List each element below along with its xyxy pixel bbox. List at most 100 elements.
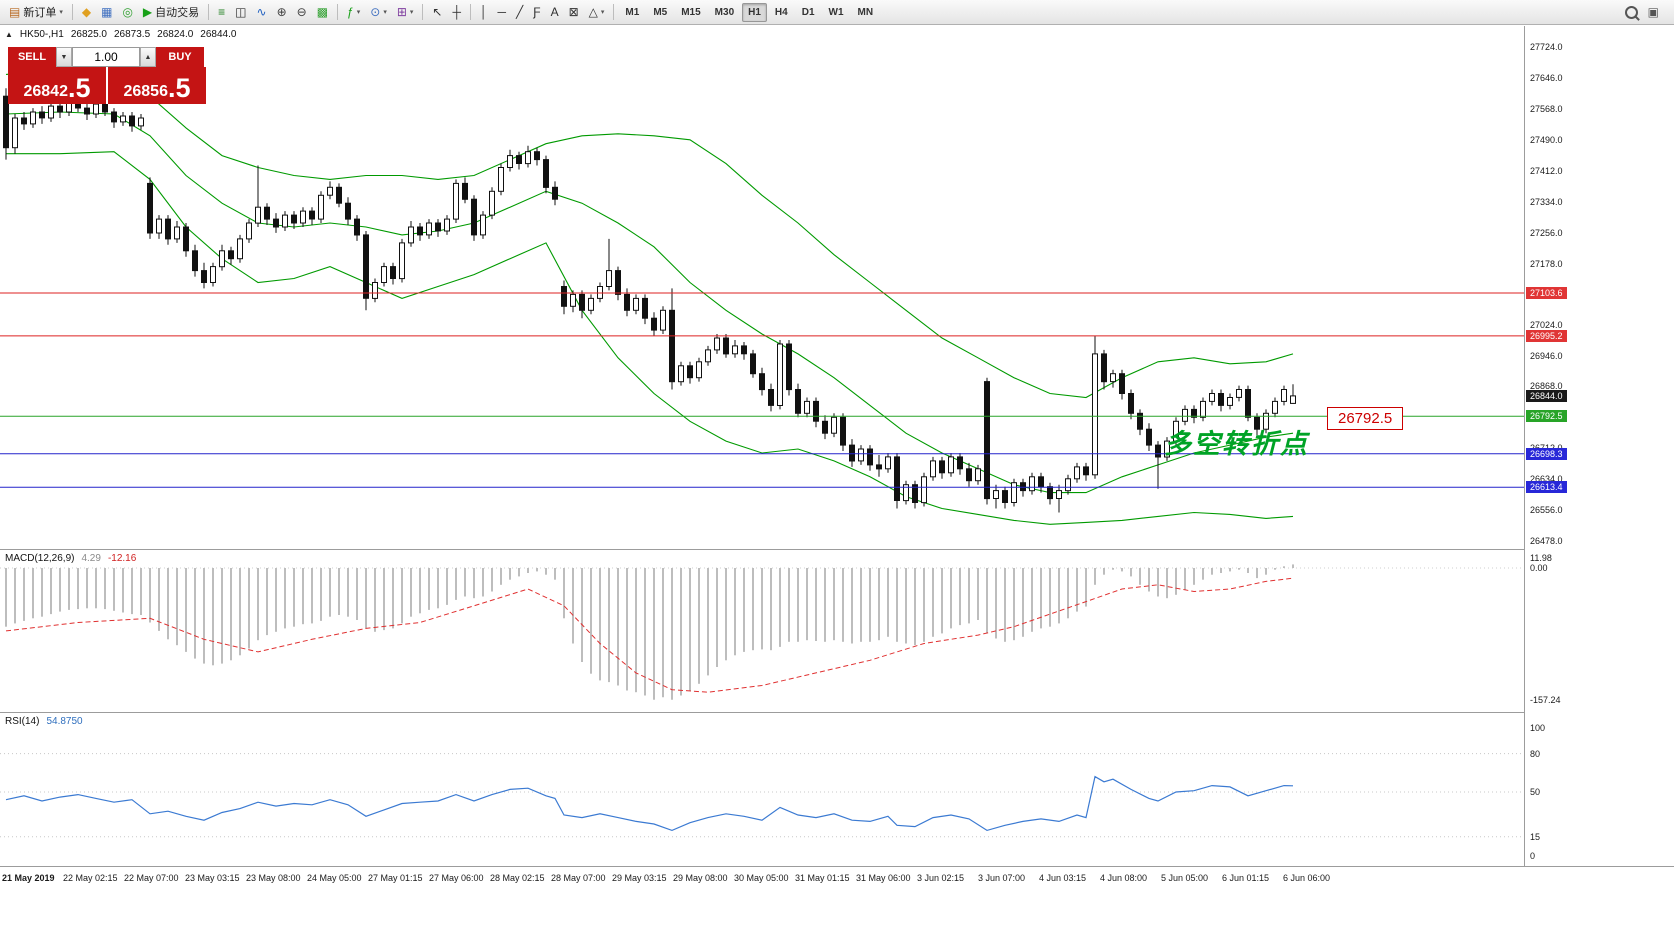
buy-button[interactable]: BUY (156, 47, 204, 67)
indicators-caret-icon[interactable]: ▾ (356, 9, 361, 16)
draw-shapes-button[interactable]: △ ▾ (584, 1, 610, 23)
buy-price-display[interactable]: 26856.5 (108, 67, 206, 104)
time-scale[interactable]: 21 May 2019 22 May 02:15 22 May 07:00 23 Ma… (0, 867, 1674, 890)
tile-windows-icon: ▩ (316, 5, 329, 19)
time-label: 28 May 07:00 (551, 873, 606, 883)
crosshair-button[interactable]: ┼ (447, 1, 466, 23)
cursor-icon: ↖ (432, 5, 443, 19)
time-label: 29 May 03:15 (612, 873, 667, 883)
price-tick: 26478.0 (1530, 536, 1563, 546)
bollinger-lower-line[interactable] (6, 151, 1294, 525)
macd-label: MACD(12,26,9) 4.29 -12.16 (5, 553, 136, 564)
one-click-trading-widget[interactable]: SELL ▼ ▲ BUY 26842.5 26856.5 (8, 47, 206, 104)
macd-canvas[interactable] (0, 550, 1524, 712)
panel-separator[interactable] (0, 549, 1674, 550)
indicators-button[interactable]: ƒ ▾ (342, 1, 365, 23)
timeframe-m30-button[interactable]: M30 (714, 6, 735, 18)
periods-button[interactable]: ⊙ ▾ (365, 1, 392, 23)
price-tag-26792.5: 26792.5 (1526, 410, 1567, 423)
rsi-panel[interactable]: RSI(14) 54.8750 (0, 713, 1524, 866)
time-label: 23 May 03:15 (185, 873, 240, 883)
sell-button[interactable]: SELL (8, 47, 56, 67)
timeframe-w1-button[interactable]: W1 (828, 6, 844, 18)
templates-caret-icon[interactable]: ▾ (409, 9, 414, 16)
zoom-out-button[interactable]: ⊖ (292, 1, 312, 23)
price-scale[interactable]: 27724.0 27646.0 27568.0 27490.0 27412.0 27334… (1525, 26, 1674, 866)
zoom-in-icon: ⊕ (276, 5, 287, 19)
timeframe-d1-button[interactable]: D1 (801, 6, 815, 18)
bollinger-middle-line[interactable] (5, 111, 1294, 494)
sell-price-display[interactable]: 26842.5 (8, 67, 106, 104)
periods-caret-icon[interactable]: ▾ (383, 9, 387, 16)
new-order-caret-icon[interactable]: ▾ (59, 9, 63, 16)
draw-label-icon: ⊠ (568, 5, 579, 19)
search-button[interactable] (1620, 1, 1643, 23)
cursor-button[interactable]: ↖ (427, 1, 447, 23)
timeframe-h4-button[interactable]: H4 (774, 6, 788, 18)
price-divider (106, 67, 108, 104)
toolbar-separator (422, 4, 424, 20)
panel-separator (0, 866, 1674, 867)
templates-icon: ⊞ (396, 5, 407, 19)
price-tick: 27724.0 (1530, 42, 1563, 52)
bottom-margin (0, 890, 1674, 952)
draw-trendline-button[interactable]: ╱ (511, 1, 528, 23)
templates-button[interactable]: ⊞ ▾ (392, 1, 419, 23)
timeframe-m15-button[interactable]: M15 (681, 6, 701, 18)
draw-vertical-line-button[interactable]: │ (475, 1, 493, 23)
timeframe-m5-button[interactable]: M5 (653, 6, 668, 18)
time-label: 23 May 08:00 (246, 873, 301, 883)
chart-candles-button[interactable]: ◫ (230, 1, 251, 23)
macd-histogram (5, 564, 1294, 700)
volume-input[interactable] (72, 47, 140, 67)
macd-panel[interactable]: MACD(12,26,9) 4.29 -12.16 (0, 550, 1524, 712)
time-label: 27 May 06:00 (429, 873, 484, 883)
candles (3, 88, 1296, 513)
time-label: 28 May 02:15 (490, 873, 545, 883)
full-screen-button[interactable]: ▣ (1643, 1, 1664, 23)
timeframe-mn-button[interactable]: MN (857, 6, 874, 18)
timeframe-h1-button[interactable]: H1 (742, 2, 767, 22)
collapse-icon[interactable]: ▲ (5, 30, 13, 39)
draw-shapes-caret-icon[interactable]: ▾ (600, 9, 605, 16)
chart-bars-button[interactable]: ≡ (213, 1, 230, 23)
price-tag-26613.4: 26613.4 (1526, 481, 1567, 494)
rsi-tick: 15 (1530, 831, 1541, 842)
price-chart-panel[interactable]: ▲ HK50-,H1 26825.0 26873.5 26824.0 26844… (0, 26, 1524, 549)
chart-line-button[interactable]: ∿ (252, 1, 272, 23)
volume-up-button[interactable]: ▲ (140, 47, 156, 67)
zoom-in-button[interactable]: ⊕ (272, 1, 292, 23)
draw-fibonacci-button[interactable]: Ƒ (528, 1, 545, 23)
toolbar-separator (71, 4, 73, 20)
auto-trading-button[interactable]: ▶ 自动交易 (138, 1, 204, 23)
draw-text-button[interactable]: A (546, 1, 564, 23)
turning-point-annotation[interactable]: 多空转折点 (1164, 429, 1309, 459)
bollinger-upper-line[interactable] (5, 69, 1294, 399)
price-tick: 27334.0 (1530, 196, 1563, 207)
toolbar-separator (337, 4, 339, 20)
volume-down-button[interactable]: ▼ (56, 47, 72, 67)
macd-tick: 0.00 (1530, 563, 1548, 573)
price-chart-canvas[interactable] (0, 26, 1524, 549)
navigator-button[interactable]: ◎ (117, 1, 137, 23)
rsi-canvas[interactable] (0, 713, 1524, 866)
price-tag-26698.3: 26698.3 (1526, 447, 1567, 460)
rsi-name: RSI(14) (5, 716, 40, 727)
chart-info: ▲ HK50-,H1 26825.0 26873.5 26824.0 26844… (5, 29, 236, 40)
draw-text-icon: A (550, 5, 559, 19)
tile-windows-button[interactable]: ▩ (312, 1, 333, 23)
draw-horizontal-line-button[interactable]: ─ (492, 1, 511, 23)
timeframe-m1-button[interactable]: M1 (625, 6, 640, 18)
data-window-button[interactable]: ▦ (96, 1, 117, 23)
price-label-annotation[interactable]: 26792.5 (1327, 407, 1404, 430)
price-tick: 26946.0 (1530, 350, 1563, 361)
time-label: 29 May 08:00 (673, 873, 728, 883)
draw-label-button[interactable]: ⊠ (564, 1, 584, 23)
new-order-button[interactable]: ▤ 新订单 ▾ (4, 1, 68, 23)
panel-separator[interactable] (0, 712, 1674, 713)
macd-value: 4.29 (81, 553, 101, 564)
rsi-line (5, 775, 1294, 832)
market-watch-button[interactable]: ◆ (77, 1, 96, 23)
draw-trendline-icon: ╱ (516, 5, 524, 19)
